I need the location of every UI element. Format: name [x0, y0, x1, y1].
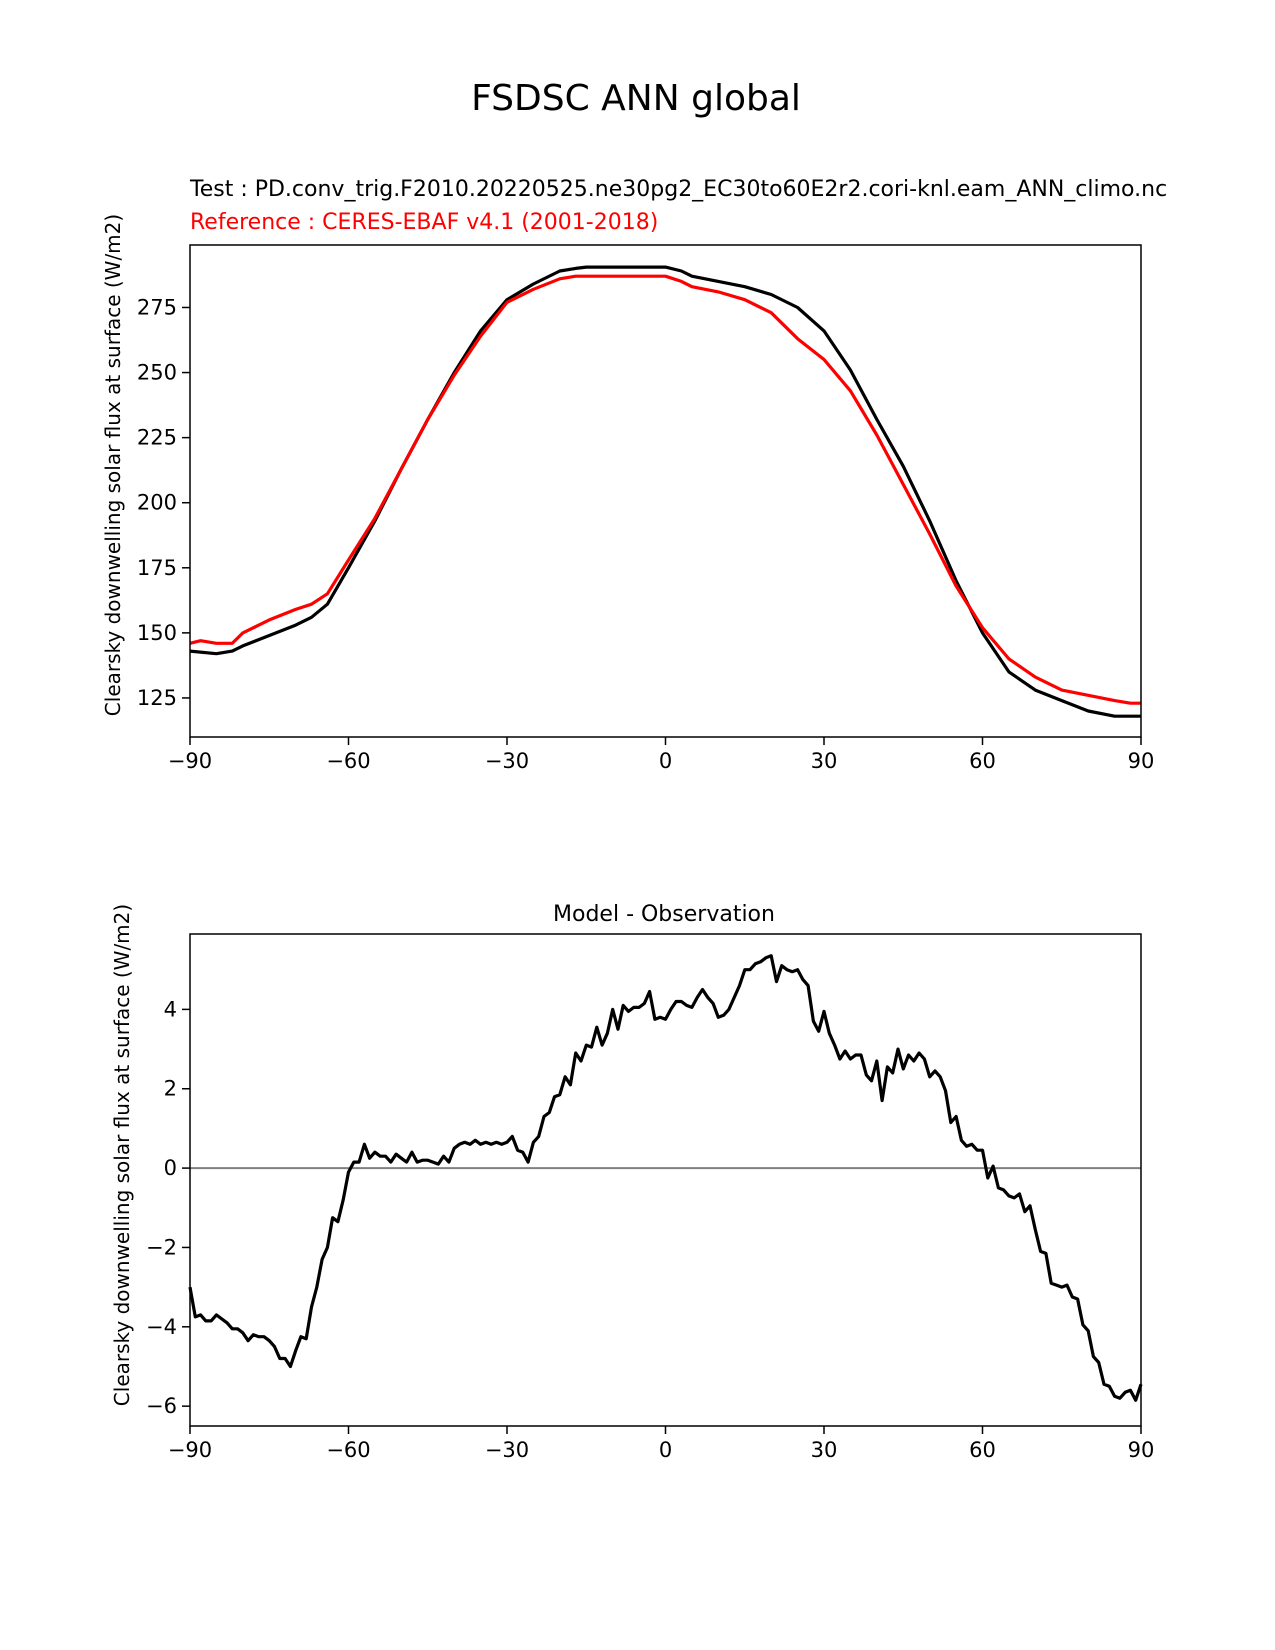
y-tick-label: 150 — [137, 621, 177, 645]
x-tick-label: −60 — [326, 749, 370, 773]
y-tick-label: −2 — [146, 1235, 177, 1259]
x-tick-label: 30 — [811, 1438, 838, 1462]
reference-series-line — [189, 274, 1141, 705]
x-tick-label: 60 — [969, 1438, 996, 1462]
x-tick-label: 0 — [659, 1438, 672, 1462]
x-tick-label: −60 — [326, 1438, 370, 1462]
x-tick-label: 90 — [1128, 749, 1155, 773]
test-title: Test : PD.conv_trig.F2010.20220525.ne30p… — [189, 177, 1167, 202]
axes-frame — [189, 244, 1142, 738]
x-tick-label: −30 — [485, 1438, 529, 1462]
axes-frame — [189, 933, 1142, 1427]
y-tick-label: 125 — [137, 686, 177, 710]
figure-title: FSDSC ANN global — [471, 78, 801, 119]
y-axis-label: Clearsky downwelling solar flux at surfa… — [110, 904, 134, 1406]
test-series-line — [189, 265, 1141, 718]
y-tick-label: 225 — [137, 426, 177, 450]
x-tick-label: −90 — [168, 1438, 212, 1462]
reference-title: Reference : CERES-EBAF v4.1 (2001-2018) — [190, 210, 658, 235]
y-tick-label: 275 — [137, 295, 177, 319]
difference-series-line — [188, 954, 1143, 1402]
y-tick-label: −6 — [146, 1394, 177, 1418]
x-tick-label: −30 — [485, 749, 529, 773]
y-tick-label: 250 — [137, 361, 177, 385]
y-tick-label: 4 — [164, 997, 177, 1021]
x-tick-label: 0 — [659, 749, 672, 773]
climatology-panel: Test : PD.conv_trig.F2010.20220525.ne30p… — [101, 177, 1167, 773]
x-tick-label: 90 — [1128, 1438, 1155, 1462]
y-tick-label: 0 — [164, 1156, 177, 1180]
y-tick-label: 175 — [137, 556, 177, 580]
difference-title: Model - Observation — [553, 902, 775, 927]
x-tick-label: 30 — [811, 749, 838, 773]
y-axis-label: Clearsky downwelling solar flux at surfa… — [101, 214, 125, 716]
x-tick-label: 60 — [969, 749, 996, 773]
y-tick-label: −4 — [146, 1315, 177, 1339]
y-tick-label: 2 — [164, 1077, 177, 1101]
x-tick-label: −90 — [168, 749, 212, 773]
y-tick-label: 200 — [137, 491, 177, 515]
difference-panel: Model - Observation Clearsky downwelling… — [110, 902, 1154, 1462]
